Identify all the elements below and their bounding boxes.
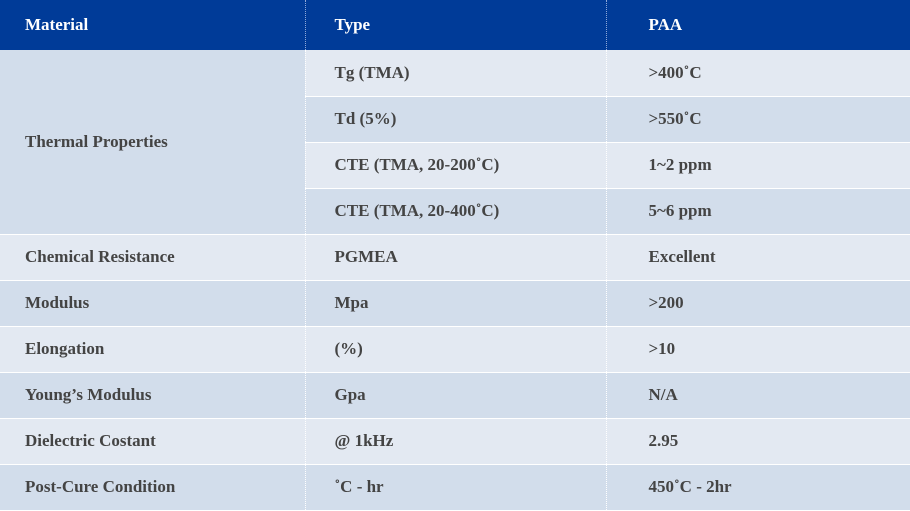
header-material: Material	[0, 0, 306, 50]
value-cell: >200	[606, 280, 910, 327]
table-row: CTE (TMA, 20-200˚C) 1~2 ppm	[0, 142, 910, 189]
thermal-properties-label: Thermal Properties	[0, 50, 306, 235]
type-cell: Tg (TMA)	[305, 50, 607, 97]
material-cell: Dielectric Costant	[0, 418, 306, 465]
material-cell: Elongation	[0, 326, 306, 373]
value-cell: >10	[606, 326, 910, 373]
table-row: Young’s Modulus Gpa N/A	[0, 372, 910, 419]
value-cell: 1~2 ppm	[606, 142, 910, 189]
type-cell: PGMEA	[305, 234, 607, 281]
table-row: Post-Cure Condition ˚C - hr 450˚C - 2hr	[0, 464, 910, 511]
type-cell: CTE (TMA, 20-200˚C)	[305, 142, 607, 189]
value-cell: Excellent	[606, 234, 910, 281]
value-cell: >550˚C	[606, 96, 910, 143]
table-row: Dielectric Costant @ 1kHz 2.95	[0, 418, 910, 465]
value-cell: N/A	[606, 372, 910, 419]
material-cell: Young’s Modulus	[0, 372, 306, 419]
type-cell: @ 1kHz	[305, 418, 607, 465]
value-cell: 2.95	[606, 418, 910, 465]
type-cell: CTE (TMA, 20-400˚C)	[305, 188, 607, 235]
type-cell: (%)	[305, 326, 607, 373]
type-cell: Td (5%)	[305, 96, 607, 143]
value-cell: 450˚C - 2hr	[606, 464, 910, 511]
table-row: Elongation (%) >10	[0, 326, 910, 373]
table-row: Modulus Mpa >200	[0, 280, 910, 327]
material-cell: Post-Cure Condition	[0, 464, 306, 511]
header-type: Type	[305, 0, 607, 50]
type-cell: ˚C - hr	[305, 464, 607, 511]
table-row: Td (5%) >550˚C	[0, 96, 910, 143]
table-header-row: Material Type PAA	[0, 0, 910, 50]
material-cell: Chemical Resistance	[0, 234, 306, 281]
table-row: CTE (TMA, 20-400˚C) 5~6 ppm	[0, 188, 910, 235]
header-paa: PAA	[606, 0, 910, 50]
value-cell: 5~6 ppm	[606, 188, 910, 235]
value-cell: >400˚C	[606, 50, 910, 97]
material-cell: Modulus	[0, 280, 306, 327]
type-cell: Gpa	[305, 372, 607, 419]
table-row: Chemical Resistance PGMEA Excellent	[0, 234, 910, 281]
table-row: Thermal Properties Tg (TMA) >400˚C	[0, 50, 910, 235]
type-cell: Mpa	[305, 280, 607, 327]
